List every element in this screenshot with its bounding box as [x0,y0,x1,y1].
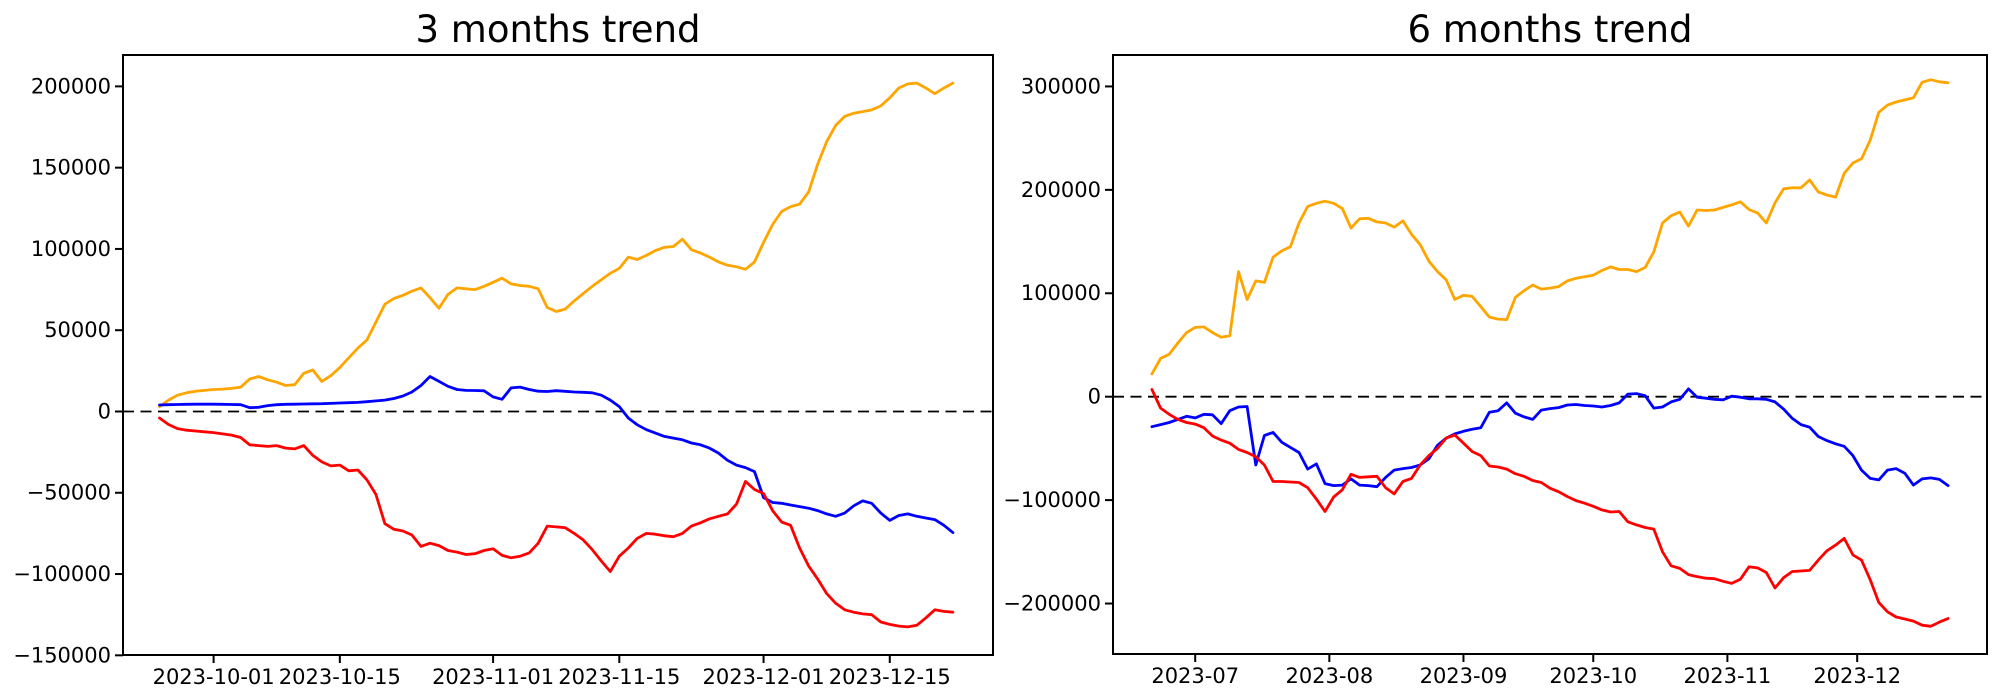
y-tick-label: 50000 [44,318,111,342]
y-tick-label: 150000 [31,156,111,180]
x-tick-label: 2023-10-01 [153,665,275,689]
y-tick-label: 100000 [31,237,111,261]
plot-border [1112,54,1988,655]
x-tick-label: 2023-10 [1549,664,1637,688]
x-tick-label: 2023-09 [1420,664,1508,688]
y-tick-label: 200000 [1021,178,1101,202]
y-tick-label: 0 [1088,385,1101,409]
x-tick-label: 2023-12 [1813,664,1901,688]
y-tick-label: 0 [98,399,111,423]
y-tick-label: 100000 [1021,281,1101,305]
x-tick-label: 2023-11-01 [432,665,554,689]
x-tick-label: 2023-12-15 [829,665,951,689]
chart-title-6-months: 6 months trend [1407,8,1693,51]
y-tick-label: 300000 [1021,74,1101,98]
middle-trend-line [1150,387,1950,489]
x-tick-label: 2023-11 [1684,664,1772,688]
x-tick-label: 2023-12-01 [703,665,825,689]
middle-trend-line [158,375,955,534]
x-tick-label: 2023-11-15 [558,665,680,689]
x-tick-label: 2023-08 [1285,664,1373,688]
y-tick-label: −50000 [27,481,111,505]
x-tick-label: 2023-10-15 [279,665,401,689]
y-tick-label: 200000 [31,74,111,98]
chart-panel-1: 300000 200000 100000 0 −100000 −200000 2023-07… [1003,54,1988,688]
lower-trend-line [158,416,955,629]
upper-trend-line [1150,78,1950,376]
lower-trend-line [1150,388,1950,628]
upper-trend-line [158,81,955,409]
y-tick-label: −200000 [1003,591,1101,615]
y-tick-label: −150000 [13,643,111,667]
y-tick-label: −100000 [1003,488,1101,512]
y-tick-label: −100000 [13,562,111,586]
chart-title-3-months: 3 months trend [415,8,701,51]
chart-panel-0: 200000 150000 100000 50000 0 −50000 −100000 −15… [13,54,994,689]
plot-border [122,54,994,656]
x-tick-label: 2023-07 [1151,664,1239,688]
